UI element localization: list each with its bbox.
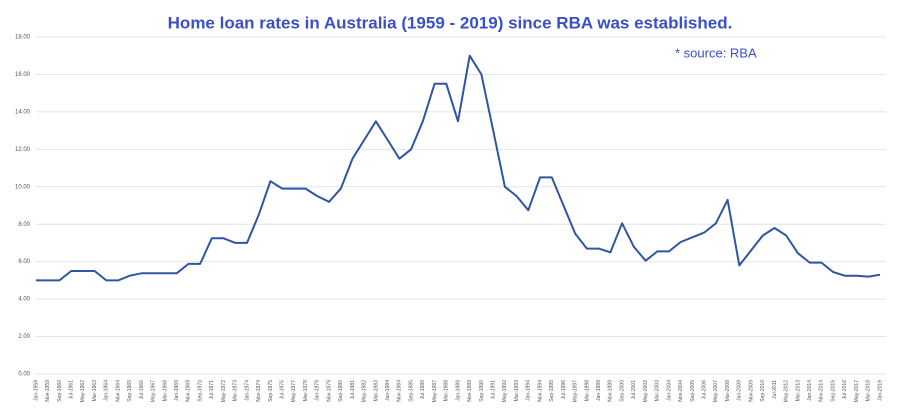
x-tick-label: Jan-1974 (244, 380, 250, 401)
x-tick-label: Sep-1970 (197, 380, 203, 402)
x-tick-label: Jul-1986 (420, 380, 426, 399)
x-tick-label: Mar-2018 (866, 380, 872, 402)
x-tick-label: Nov-1994 (537, 380, 543, 402)
x-tick-label: Jul-1966 (139, 380, 145, 399)
annotation: * source: RBA (675, 45, 757, 60)
x-tick-label: Jan-2019 (877, 380, 883, 401)
y-tick-label: 12.00 (15, 147, 31, 153)
y-tick-label: 6.00 (18, 259, 30, 265)
x-tick-label: Jul-1971 (209, 380, 215, 399)
x-tick-label: Jul-1976 (279, 380, 285, 399)
x-tick-label: Sep-1960 (57, 380, 63, 402)
x-tick-label: Mar-1973 (233, 380, 239, 402)
x-tick-label: Nov-1959 (45, 380, 51, 402)
x-tick-label: Jan-1959 (33, 380, 39, 401)
x-tick-label: Nov-1969 (186, 380, 192, 402)
x-tick-label: Jan-1984 (385, 380, 391, 401)
x-tick-label: Sep-1965 (127, 380, 133, 402)
x-tick-label: May-1992 (502, 380, 508, 402)
y-tick-label: 14.00 (15, 109, 31, 115)
x-tick-label: Jan-1989 (455, 380, 461, 401)
y-tick-label: 8.00 (18, 222, 30, 228)
x-tick-label: Mar-1978 (303, 380, 309, 402)
x-tick-label: Nov-1964 (115, 380, 121, 402)
x-tick-label: Jul-2006 (701, 380, 707, 399)
x-tick-label: Jul-1981 (350, 380, 356, 399)
x-tick-label: Jan-1999 (596, 380, 602, 401)
x-tick-label: May-2012 (784, 380, 790, 402)
x-tick-label: Mar-1993 (514, 380, 520, 402)
x-tick-label: May-1967 (151, 380, 157, 402)
x-tick-label: Jan-2014 (807, 380, 813, 401)
chart-title: Home loan rates in Australia (1959 - 201… (168, 13, 733, 32)
x-tick-label: Jul-2011 (772, 380, 778, 399)
x-tick-label: Sep-1990 (479, 380, 485, 402)
y-tick-label: 2.00 (18, 334, 30, 340)
x-tick-label: Nov-2004 (678, 380, 684, 402)
x-tick-label: May-2017 (854, 380, 860, 402)
line (36, 54, 881, 282)
x-tick-label: Jan-2009 (737, 380, 743, 401)
x-tick-label: Nov-1999 (608, 380, 614, 402)
x-tick-label: Nov-1989 (467, 380, 473, 402)
x-tick-label: Jan-1964 (104, 380, 110, 401)
x-tick-label: Sep-1975 (268, 380, 274, 402)
x-tick-label: May-2002 (643, 380, 649, 402)
y-tick-label: 0.00 (18, 372, 30, 378)
x-tick-label: Sep-2000 (619, 380, 625, 402)
x-tick-label: Jul-1996 (561, 380, 567, 399)
x-tick-label: Jan-1969 (174, 380, 180, 401)
x-tick-label: Sep-2005 (690, 380, 696, 402)
y-tick-label: 10.00 (15, 184, 31, 190)
x-tick-label: Sep-1995 (549, 380, 555, 402)
x-tick-label: Jul-1991 (490, 380, 496, 399)
x-tick-label: May-1982 (362, 380, 368, 402)
y-tick-label: 16.00 (15, 72, 31, 78)
x-tick-label: Jan-1979 (315, 380, 321, 401)
x-tick-label: Mar-1968 (162, 380, 168, 402)
x-tick-label: Sep-2010 (760, 380, 766, 402)
x-tick-label: Jul-2001 (631, 380, 637, 399)
y-tick-label: 18.00 (15, 35, 31, 41)
x-tick-label: Nov-2009 (748, 380, 754, 402)
x-tick-label: Mar-1998 (584, 380, 590, 402)
x-tick-label: May-1977 (291, 380, 297, 402)
x-tick-label: Nov-1979 (326, 380, 332, 402)
x-tick-label: May-1962 (80, 380, 86, 402)
x-tick-label: Mar-1983 (373, 380, 379, 402)
x-tick-label: Nov-1974 (256, 380, 262, 402)
x-tick-label: Sep-2015 (830, 380, 836, 402)
x-tick-label: Jul-1961 (68, 380, 74, 399)
x-tick-label: May-2007 (713, 380, 719, 402)
x-tick-label: Mar-2013 (795, 380, 801, 402)
x-tick-label: Nov-2014 (819, 380, 825, 402)
x-tick-label: May-1997 (573, 380, 579, 402)
x-tick-label: Mar-1988 (444, 380, 450, 402)
x-tick-label: Mar-2008 (725, 380, 731, 402)
x-tick-label: May-1987 (432, 380, 438, 402)
x-tick-label: Sep-1980 (338, 380, 344, 402)
x-tick-label: Sep-1985 (408, 380, 414, 402)
y-tick-label: 4.00 (18, 297, 30, 303)
x-tick-label: Mar-1963 (92, 380, 98, 402)
x-tick-label: Jul-2016 (842, 380, 848, 399)
x-tick-label: Mar-2003 (655, 380, 661, 402)
x-tick-label: May-1972 (221, 380, 227, 402)
x-tick-label: Jan-1994 (526, 380, 532, 401)
x-tick-label: Jan-2004 (666, 380, 672, 401)
x-tick-label: Nov-1984 (397, 380, 403, 402)
